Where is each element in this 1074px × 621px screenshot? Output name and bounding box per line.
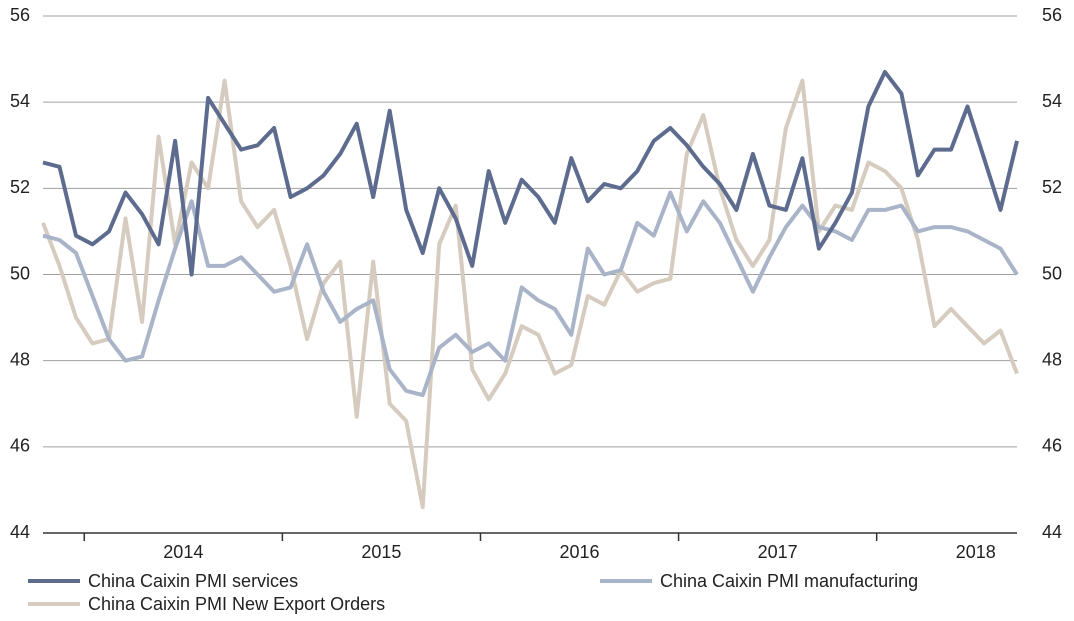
series-line <box>42 70 1019 277</box>
y-tick-label: 48 <box>10 349 30 369</box>
x-tick-label: 2018 <box>956 542 996 562</box>
series-line <box>41 78 1019 510</box>
x-tick-label: 2015 <box>361 542 401 562</box>
series-line <box>42 190 1019 398</box>
y-tick-label: 46 <box>10 436 30 456</box>
y2-tick-label: 52 <box>1042 177 1062 197</box>
y-tick-label: 52 <box>10 177 30 197</box>
y2-tick-label: 46 <box>1042 436 1062 456</box>
y2-tick-label: 50 <box>1042 263 1062 283</box>
legend-label: China Caixin PMI manufacturing <box>660 571 918 591</box>
y2-tick-label: 56 <box>1042 5 1062 25</box>
legend-label: China Caixin PMI New Export Orders <box>88 594 385 614</box>
x-tick-label: 2017 <box>758 542 798 562</box>
y2-tick-label: 44 <box>1042 522 1062 542</box>
y-tick-label: 54 <box>10 91 30 111</box>
y-tick-label: 44 <box>10 522 30 542</box>
y2-tick-label: 48 <box>1042 349 1062 369</box>
y-tick-label: 50 <box>10 263 30 283</box>
x-tick-label: 2014 <box>163 542 203 562</box>
y2-tick-label: 54 <box>1042 91 1062 111</box>
y-tick-label: 56 <box>10 5 30 25</box>
x-tick-label: 2016 <box>560 542 600 562</box>
legend-label: China Caixin PMI services <box>88 571 298 591</box>
